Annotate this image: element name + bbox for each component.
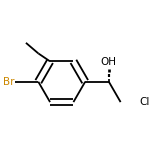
- Text: Cl: Cl: [139, 97, 149, 107]
- Text: OH: OH: [101, 57, 117, 67]
- Text: Br: Br: [3, 77, 15, 87]
